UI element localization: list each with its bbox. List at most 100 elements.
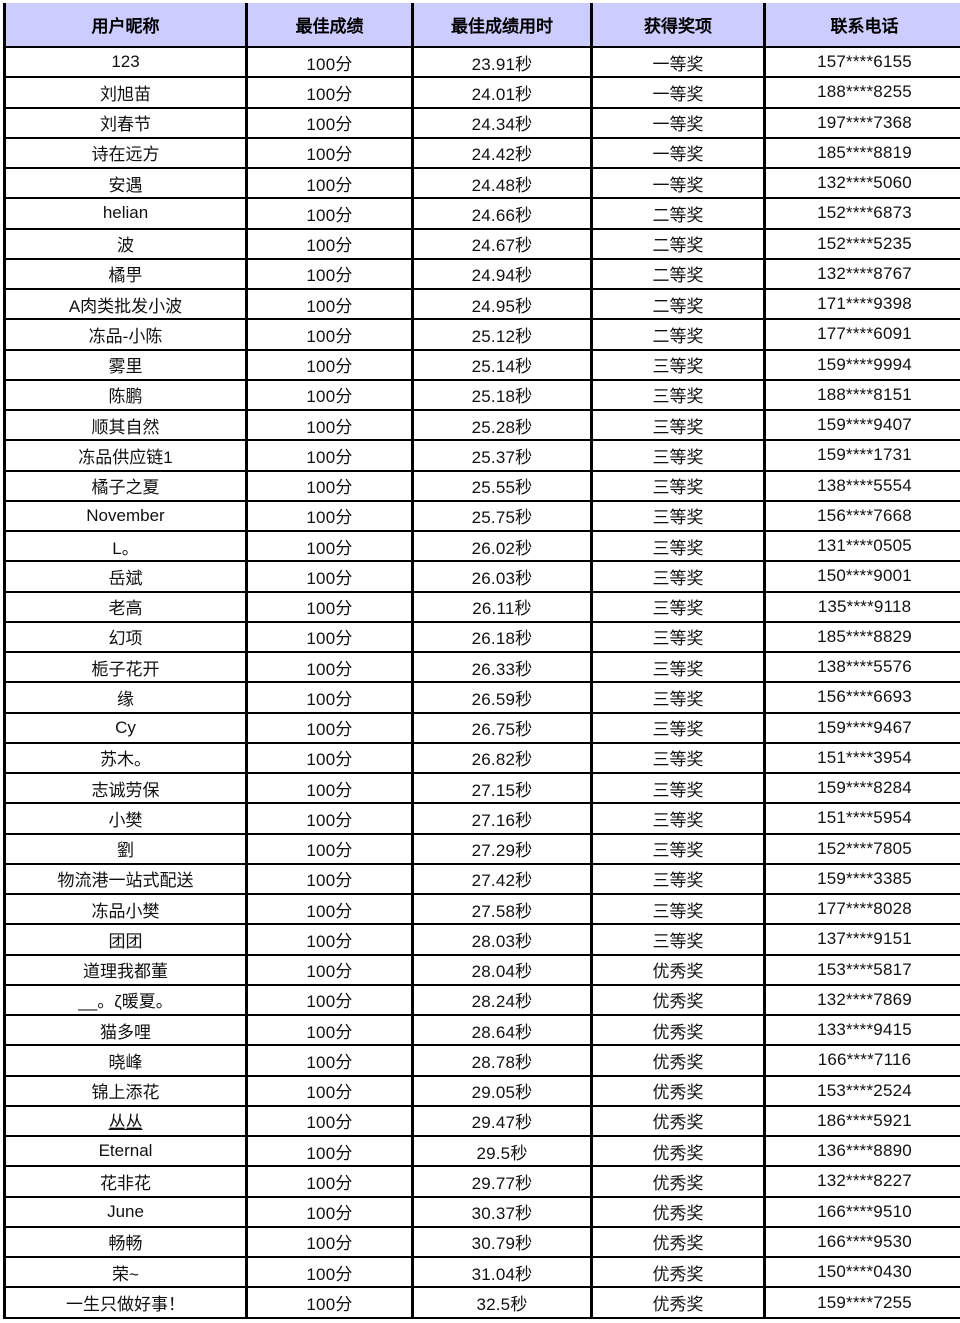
cell-phone: 159****8284: [765, 773, 960, 803]
cell-nickname: 丛丛: [5, 1106, 247, 1136]
cell-award: 二等奖: [592, 259, 765, 289]
cell-best-time: 28.24秒: [413, 985, 592, 1015]
cell-best-time: 29.5秒: [413, 1136, 592, 1166]
cell-best-time: 24.34秒: [413, 108, 592, 138]
cell-best-score: 100分: [247, 1015, 413, 1045]
cell-phone: 152****7805: [765, 834, 960, 864]
cell-nickname: 晓峰: [5, 1045, 247, 1075]
header-row: 用户昵称 最佳成绩 最佳成绩用时 获得奖项 联系电话: [5, 3, 960, 47]
cell-award: 优秀奖: [592, 1015, 765, 1045]
cell-award: 一等奖: [592, 47, 765, 77]
cell-best-time: 24.95秒: [413, 289, 592, 319]
cell-best-time: 24.66秒: [413, 198, 592, 228]
col-header-award: 获得奖项: [592, 3, 765, 47]
cell-nickname: 123: [5, 47, 247, 77]
cell-best-score: 100分: [247, 138, 413, 168]
cell-award: 一等奖: [592, 138, 765, 168]
cell-best-time: 28.03秒: [413, 924, 592, 954]
cell-award: 三等奖: [592, 410, 765, 440]
cell-award: 优秀奖: [592, 1227, 765, 1257]
cell-best-time: 24.42秒: [413, 138, 592, 168]
cell-best-score: 100分: [247, 743, 413, 773]
cell-best-time: 25.37秒: [413, 440, 592, 470]
cell-best-time: 26.59秒: [413, 682, 592, 712]
cell-phone: 133****9415: [765, 1015, 960, 1045]
cell-nickname: November: [5, 501, 247, 531]
col-header-best-time: 最佳成绩用时: [413, 3, 592, 47]
cell-award: 三等奖: [592, 682, 765, 712]
cell-phone: 197****7368: [765, 108, 960, 138]
cell-award: 优秀奖: [592, 1197, 765, 1227]
cell-phone: 153****5817: [765, 955, 960, 985]
cell-award: 优秀奖: [592, 1287, 765, 1318]
cell-award: 优秀奖: [592, 1045, 765, 1075]
cell-phone: 156****6693: [765, 682, 960, 712]
cell-nickname: 雾里: [5, 350, 247, 380]
cell-phone: 132****5060: [765, 168, 960, 198]
cell-phone: 152****6873: [765, 198, 960, 228]
cell-nickname: 苏木。: [5, 743, 247, 773]
cell-award: 三等奖: [592, 471, 765, 501]
cell-best-score: 100分: [247, 1136, 413, 1166]
cell-award: 优秀奖: [592, 1076, 765, 1106]
cell-nickname: L。: [5, 531, 247, 561]
cell-best-time: 29.47秒: [413, 1106, 592, 1136]
cell-nickname: 诗在远方: [5, 138, 247, 168]
cell-phone: 131****0505: [765, 531, 960, 561]
cell-nickname: 冻品-小陈: [5, 319, 247, 349]
cell-phone: 159****7255: [765, 1287, 960, 1318]
cell-award: 三等奖: [592, 440, 765, 470]
cell-nickname: 波: [5, 229, 247, 259]
cell-award: 二等奖: [592, 198, 765, 228]
cell-best-score: 100分: [247, 229, 413, 259]
cell-best-score: 100分: [247, 168, 413, 198]
cell-nickname: 老高: [5, 592, 247, 622]
cell-phone: 166****9530: [765, 1227, 960, 1257]
cell-phone: 151****5954: [765, 803, 960, 833]
cell-best-time: 25.75秒: [413, 501, 592, 531]
cell-best-time: 26.33秒: [413, 652, 592, 682]
cell-award: 三等奖: [592, 531, 765, 561]
cell-award: 优秀奖: [592, 1257, 765, 1287]
cell-best-time: 25.12秒: [413, 319, 592, 349]
cell-nickname: 栀子花开: [5, 652, 247, 682]
cell-award: 三等奖: [592, 652, 765, 682]
cell-phone: 188****8255: [765, 77, 960, 107]
cell-best-time: 24.01秒: [413, 77, 592, 107]
cell-best-time: 25.28秒: [413, 410, 592, 440]
cell-best-time: 29.05秒: [413, 1076, 592, 1106]
cell-nickname: 幻项: [5, 622, 247, 652]
cell-award: 三等奖: [592, 864, 765, 894]
cell-phone: 166****7116: [765, 1045, 960, 1075]
cell-award: 优秀奖: [592, 1166, 765, 1196]
cell-phone: 137****9151: [765, 924, 960, 954]
cell-best-score: 100分: [247, 47, 413, 77]
cell-phone: 156****7668: [765, 501, 960, 531]
col-header-best-score: 最佳成绩: [247, 3, 413, 47]
cell-best-score: 100分: [247, 319, 413, 349]
cell-phone: 177****8028: [765, 894, 960, 924]
cell-nickname: Eternal: [5, 1136, 247, 1166]
